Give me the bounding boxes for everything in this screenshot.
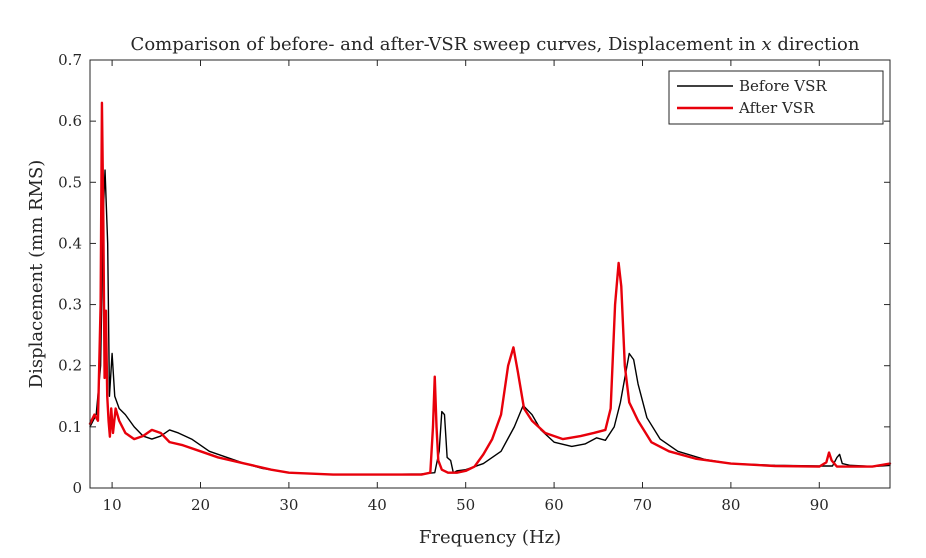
y-tick-label: 0 (72, 479, 82, 497)
series-layer (88, 101, 892, 476)
x-tick-label: 60 (545, 496, 564, 514)
x-tick-label: 30 (279, 496, 298, 514)
x-tick-label: 90 (810, 496, 829, 514)
plot-area (90, 60, 890, 488)
plot-frame (89, 59, 891, 489)
legend: Before VSR After VSR (668, 70, 884, 125)
y-tick-label: 0.1 (58, 418, 82, 436)
legend-label-before-vsr: Before VSR (739, 77, 827, 95)
x-tick-label: 80 (721, 496, 740, 514)
y-tick-label: 0.4 (58, 234, 82, 252)
x-tick-label: 70 (633, 496, 652, 514)
y-tick-label: 0.5 (58, 173, 82, 191)
ticks-layer: 10 20 30 40 50 60 70 80 90 0 0.1 0.2 0.3 0.4 0.5 0.6 0.7 (58, 51, 890, 514)
x-tick-label: 10 (103, 496, 122, 514)
x-axis-label: Frequency (Hz) (419, 527, 561, 548)
x-tick-label: 20 (191, 496, 210, 514)
series-line-after-vsr (88, 101, 892, 476)
chart-title-math: x (762, 34, 772, 55)
chart-title-suffix: direction (777, 34, 859, 55)
x-tick-label: 50 (456, 496, 475, 514)
legend-box (668, 70, 884, 125)
y-axis-label: Displacement (mm RMS) (26, 160, 47, 389)
y-tick-label: 0.2 (58, 357, 82, 375)
x-tick-label: 40 (368, 496, 387, 514)
chart-title: Comparison of before- and after-VSR swee… (131, 34, 860, 55)
chart-title-main: Comparison of before- and after-VSR swee… (131, 34, 757, 55)
legend-label-after-vsr: After VSR (738, 99, 815, 117)
y-tick-label: 0.7 (58, 51, 82, 69)
y-tick-label: 0.6 (58, 112, 82, 130)
y-tick-label: 0.3 (58, 296, 82, 314)
